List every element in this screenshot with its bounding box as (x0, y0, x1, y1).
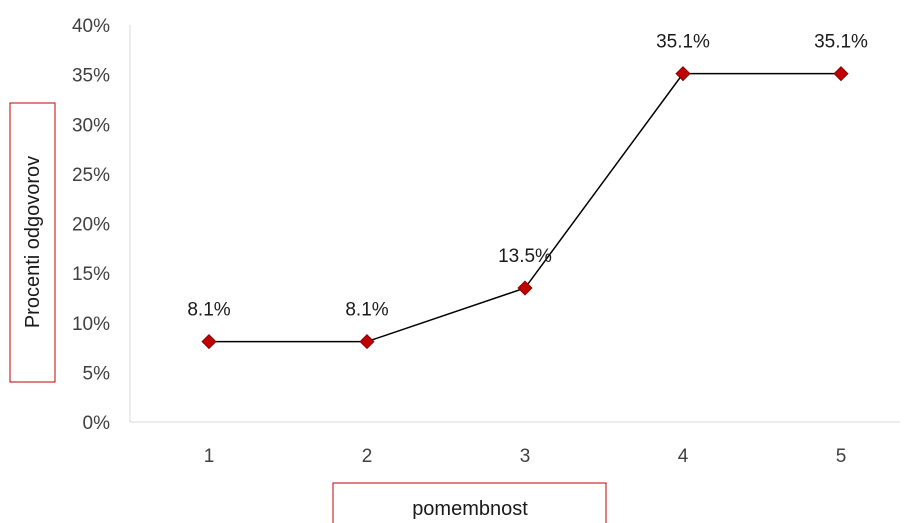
x-tick-label: 5 (836, 446, 847, 467)
y-tick-label: 20% (72, 215, 110, 236)
x-tick-label: 2 (362, 446, 373, 467)
data-point-marker (833, 66, 849, 82)
y-tick-label: 15% (72, 264, 110, 285)
y-tick-label: 30% (72, 115, 110, 136)
x-axis-title-box (332, 482, 607, 523)
y-tick-label: 40% (72, 16, 110, 37)
y-tick-label: 25% (72, 165, 110, 186)
data-point-marker (359, 334, 375, 350)
data-markers (201, 66, 849, 350)
y-tick-label: 10% (72, 314, 110, 335)
x-tick-label: 1 (204, 446, 215, 467)
y-tick-label: 35% (72, 66, 110, 87)
data-label: 8.1% (345, 300, 388, 321)
data-labels: 8.1% 8.1% 13.5% 35.1% 35.1% (187, 32, 868, 321)
x-axis-title: pomembnost (412, 498, 528, 520)
x-tick-label: 4 (678, 446, 689, 467)
data-point-marker (675, 66, 691, 82)
data-label: 13.5% (498, 246, 552, 267)
data-label: 8.1% (187, 300, 230, 321)
y-tick-labels: 0% 5% 10% 15% 20% 25% 30% 35% 40% (72, 16, 110, 434)
data-point-marker (201, 334, 217, 350)
y-axis-title-box (9, 102, 56, 383)
x-tick-label: 3 (520, 446, 531, 467)
data-label: 35.1% (656, 32, 710, 53)
series-polyline (209, 72, 841, 343)
x-tick-labels: 1 2 3 4 5 (204, 446, 847, 467)
y-tick-label: 5% (83, 363, 111, 384)
y-axis-title: Procenti odgovorov (22, 156, 44, 328)
y-tick-label: 0% (83, 413, 111, 434)
data-label: 35.1% (814, 32, 868, 53)
data-point-marker (517, 280, 533, 296)
series-line (209, 72, 841, 343)
